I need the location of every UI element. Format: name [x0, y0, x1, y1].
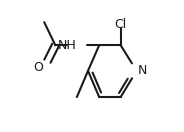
Text: O: O — [33, 61, 43, 74]
Text: N: N — [137, 64, 147, 77]
Text: NH: NH — [57, 39, 76, 52]
Text: Cl: Cl — [115, 18, 127, 31]
